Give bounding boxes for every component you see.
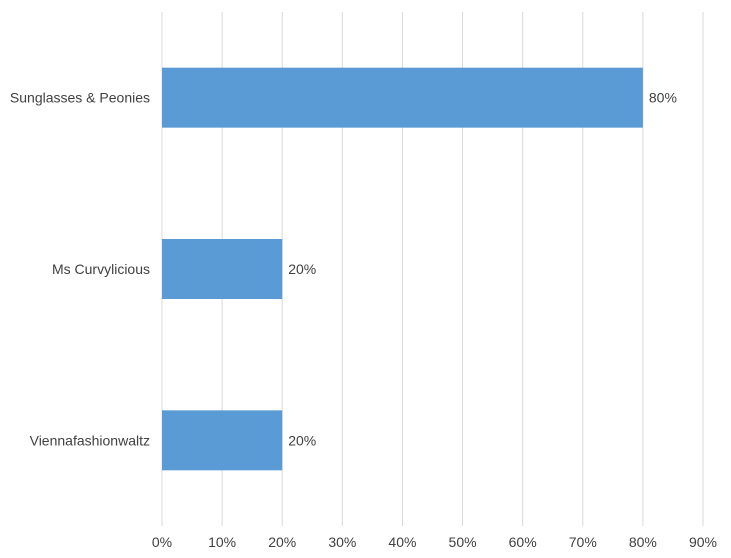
labels: 0% 10% 20% 30% 40% 50% 60% 70% 80% 90% Sunglasses … <box>10 90 717 550</box>
category-label: Sunglasses & Peonies <box>10 90 150 106</box>
bar <box>162 239 283 299</box>
x-tick-label: 10% <box>208 534 236 550</box>
x-tick-label: 60% <box>509 534 537 550</box>
x-tick-label: 20% <box>268 534 296 550</box>
x-tick-label: 70% <box>569 534 597 550</box>
data-label: 20% <box>288 261 316 277</box>
x-tick-label: 80% <box>629 534 657 550</box>
x-tick-label: 40% <box>388 534 416 550</box>
bar <box>162 67 643 128</box>
data-label: 80% <box>649 90 677 106</box>
x-tick-label: 30% <box>328 534 356 550</box>
bar <box>162 410 283 471</box>
data-label: 20% <box>288 432 316 448</box>
x-tick-label: 50% <box>449 534 477 550</box>
x-tick-label: 0% <box>152 534 172 550</box>
bars <box>162 67 643 471</box>
category-label: Viennafashionwaltz <box>30 432 150 448</box>
x-tick-label: 90% <box>689 534 717 550</box>
category-label: Ms Curvylicious <box>52 261 150 277</box>
